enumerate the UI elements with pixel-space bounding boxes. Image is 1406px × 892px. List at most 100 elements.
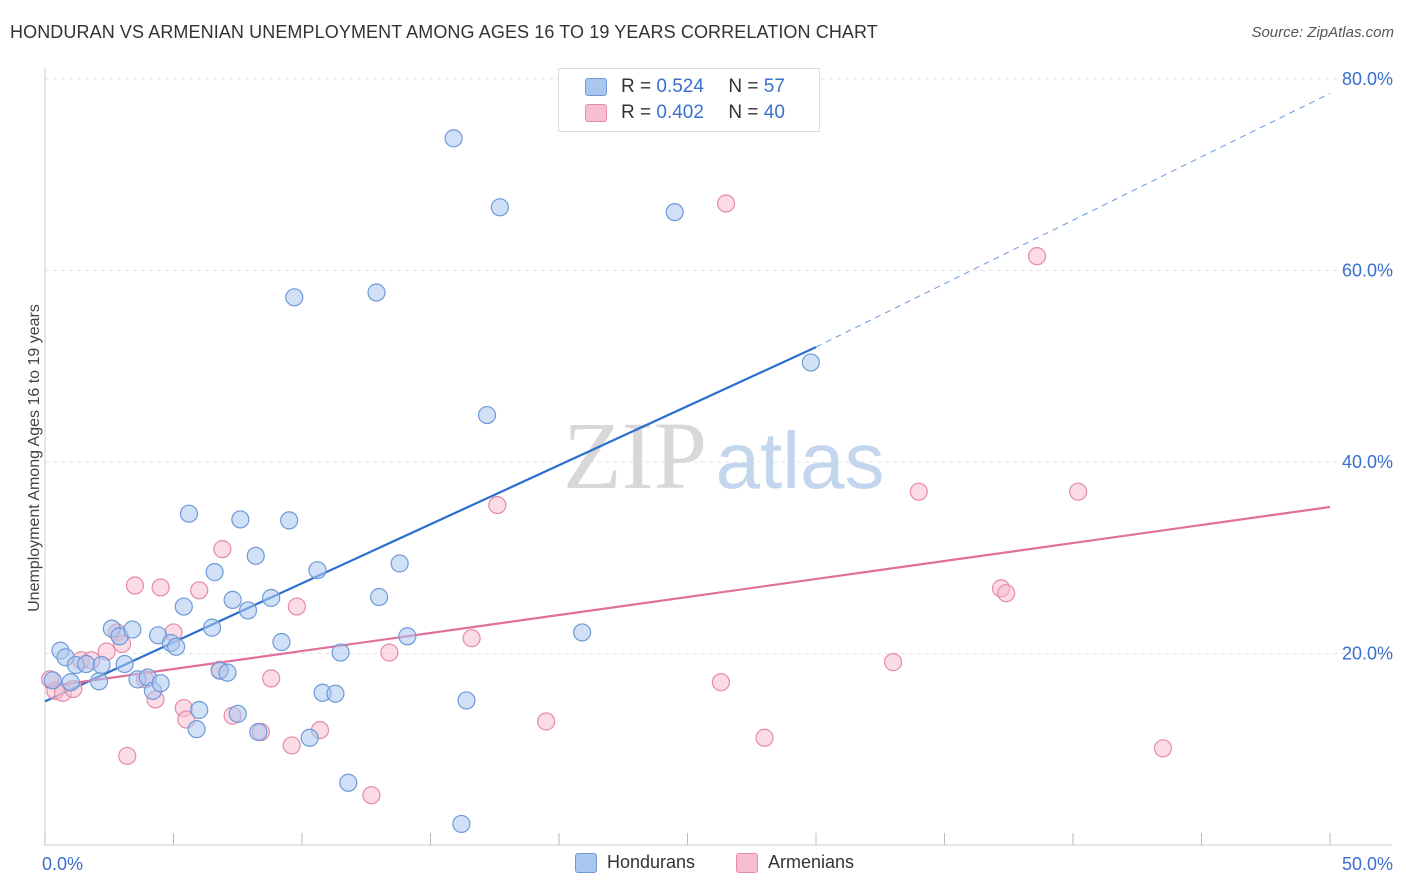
trend-line-armenians <box>44 505 1331 689</box>
data-point-hondurans <box>187 720 206 739</box>
data-point-hondurans <box>77 654 96 674</box>
y-tick-label: 20.0% <box>1342 644 1393 664</box>
y-tick-label: 60.0% <box>1342 261 1393 281</box>
data-point-armenians <box>909 482 928 501</box>
data-point-hondurans <box>151 674 170 693</box>
series-hondurans <box>43 129 820 834</box>
data-point-hondurans <box>223 590 242 609</box>
data-point-hondurans <box>300 728 319 747</box>
data-point-hondurans <box>238 601 258 620</box>
data-point-armenians <box>537 712 556 731</box>
data-point-hondurans <box>61 673 80 692</box>
data-point-hondurans <box>231 510 250 529</box>
data-point-hondurans <box>285 288 304 307</box>
legend: R = 0.524 N = 57 R = 0.402 N = 40 <box>558 68 820 132</box>
data-point-hondurans <box>202 618 222 637</box>
data-point-armenians <box>125 576 145 595</box>
data-point-hondurans <box>367 283 386 302</box>
legend-row-hondurans: R = 0.524 N = 57 <box>585 75 785 99</box>
data-point-hondurans <box>92 655 111 675</box>
data-point-hondurans <box>339 773 358 792</box>
legend-r-value: 0.524 <box>656 76 704 97</box>
tick-labels: 20.0% 40.0% 60.0% 80.0% 0.0% 50.0% <box>42 69 1393 874</box>
legend-r-label: R = <box>621 102 652 123</box>
data-point-hondurans <box>665 202 684 222</box>
legend-swatch-armenians <box>585 104 607 122</box>
data-point-hondurans <box>398 627 417 646</box>
data-point-hondurans <box>452 814 471 834</box>
legend-r-label: R = <box>621 76 652 97</box>
data-point-armenians <box>1153 739 1173 758</box>
legend-row-armenians: R = 0.402 N = 40 <box>585 101 785 125</box>
data-point-hondurans <box>444 129 463 148</box>
bottom-legend-swatch-armenians <box>736 852 758 873</box>
bottom-legend-swatch-hondurans <box>575 852 597 873</box>
bottom-legend-label-armenians: Armenians <box>768 852 855 872</box>
data-point-hondurans <box>43 671 62 690</box>
data-point-hondurans <box>477 405 497 425</box>
legend-n-label: N = <box>728 76 759 97</box>
legend-n-value: 57 <box>763 76 785 97</box>
legend-n-label: N = <box>728 102 759 123</box>
data-point-hondurans <box>205 563 224 582</box>
data-point-hondurans <box>249 722 268 742</box>
data-point-armenians <box>755 728 774 747</box>
data-point-armenians <box>997 584 1016 603</box>
bottom-legend-label-hondurans: Hondurans <box>607 852 696 872</box>
data-point-hondurans <box>246 546 265 565</box>
trend-line-hondurans <box>44 346 817 703</box>
data-point-armenians <box>190 581 209 600</box>
data-point-armenians <box>716 194 736 213</box>
data-point-armenians <box>883 653 903 672</box>
legend-swatch-hondurans <box>585 78 607 96</box>
data-point-hondurans <box>370 587 389 607</box>
data-point-hondurans <box>89 672 109 691</box>
data-point-hondurans <box>228 704 247 723</box>
data-point-hondurans <box>262 588 281 608</box>
data-point-hondurans <box>801 353 820 372</box>
source-label: Source: ZipAtlas.com <box>1251 24 1394 41</box>
data-point-armenians <box>711 673 731 692</box>
watermark-atlas: atlas <box>716 416 885 505</box>
data-point-armenians <box>488 495 507 515</box>
trend-lines <box>44 92 1331 703</box>
watermark-zip: ZIP <box>563 402 707 509</box>
grid-lines <box>45 78 1392 654</box>
data-point-hondurans <box>166 637 186 656</box>
data-point-hondurans <box>331 643 350 662</box>
data-point-armenians <box>1069 482 1088 501</box>
data-point-hondurans <box>272 632 291 652</box>
x-tick-label: 50.0% <box>1342 854 1393 874</box>
data-point-armenians <box>213 540 232 559</box>
data-point-hondurans <box>457 691 476 710</box>
y-tick-label: 40.0% <box>1342 452 1393 472</box>
data-point-armenians <box>151 578 170 597</box>
chart-title: HONDURAN VS ARMENIAN UNEMPLOYMENT AMONG … <box>10 22 878 42</box>
legend-r-value: 0.402 <box>656 102 704 123</box>
trend-line-hondurans-extension <box>815 92 1331 348</box>
data-point-armenians <box>118 746 137 766</box>
data-point-hondurans <box>280 511 299 530</box>
axes <box>44 68 1392 846</box>
data-point-hondurans <box>308 561 327 580</box>
data-point-armenians <box>282 736 301 755</box>
data-point-hondurans <box>179 504 199 523</box>
data-point-hondurans <box>115 654 134 674</box>
data-point-armenians <box>262 669 281 688</box>
data-point-hondurans <box>573 623 592 642</box>
y-axis-label: Unemployment Among Ages 16 to 19 years <box>26 304 43 612</box>
data-point-armenians <box>287 597 306 616</box>
y-tick-label: 80.0% <box>1342 69 1393 89</box>
data-point-hondurans <box>218 663 237 682</box>
data-point-armenians <box>462 629 481 648</box>
bottom-legend-hondurans: Hondurans <box>575 852 695 873</box>
data-point-hondurans <box>390 554 409 573</box>
data-point-armenians <box>362 786 381 805</box>
x-tick-label: 0.0% <box>42 854 83 874</box>
bottom-legend-armenians: Armenians <box>736 852 854 873</box>
data-point-hondurans <box>174 597 193 616</box>
watermark: ZIP atlas <box>563 402 884 509</box>
data-point-hondurans <box>190 700 209 720</box>
data-point-armenians <box>380 643 399 662</box>
